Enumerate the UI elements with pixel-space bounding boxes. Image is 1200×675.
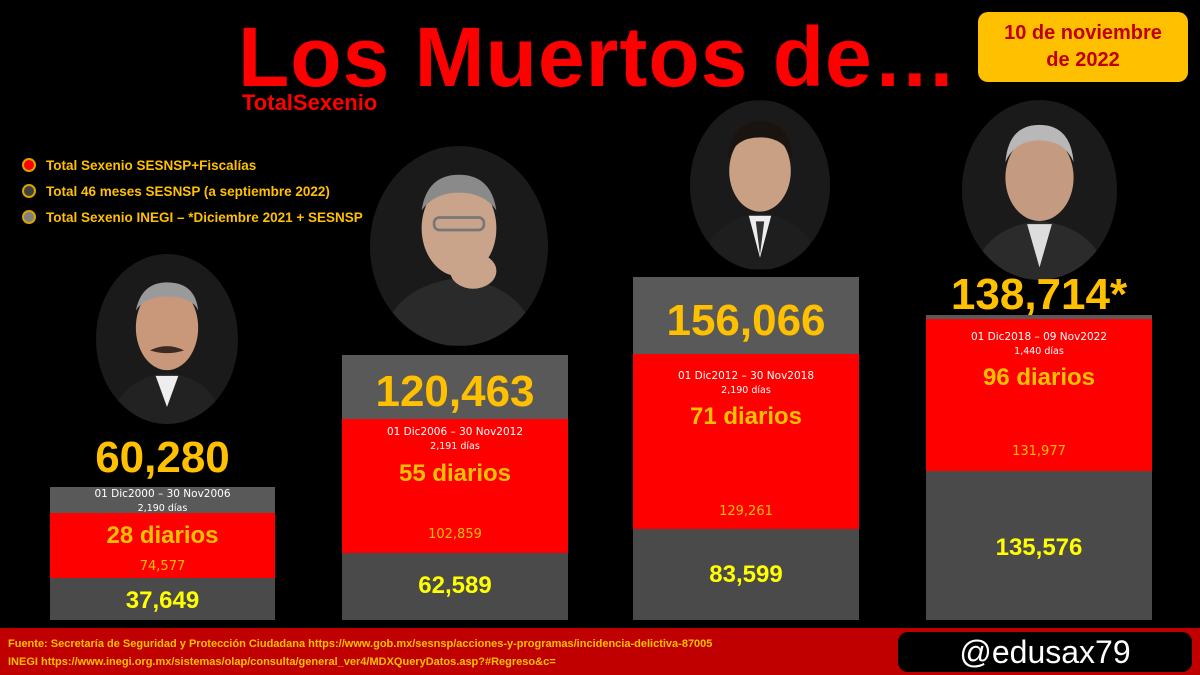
sesnsp-label-1: 74,577 [139,559,186,574]
total-label-3: 156,066 [666,296,826,345]
inegi-label-4: 135,576 [995,534,1083,561]
source-sesnsp: Fuente: Secretaría de Seguridad y Protec… [8,638,713,650]
portrait-pena-icon [690,100,830,270]
bar-4-sesnsp [926,319,1152,471]
sesnsp-label-3: 129,261 [719,504,773,519]
legend-label: Total Sexenio INEGI – *Diciembre 2021 + … [46,209,363,225]
days-label-3: 2,190 días [721,385,771,396]
inegi-label-2: 62,589 [418,572,492,599]
bar-2-total [342,355,568,419]
legend-label: Total Sexenio SESNSP+Fiscalías [46,157,257,173]
portrait-calderon-icon [370,146,548,346]
bar-2-sesnsp [342,419,568,553]
legend-dot-gray-icon [22,210,36,224]
legend-label: Total 46 meses SESNSP (a septiembre 2022… [46,183,330,199]
sesnsp-label-2: 102,859 [428,527,482,542]
legend-item-inegi: Total Sexenio INEGI – *Diciembre 2021 + … [22,204,363,230]
date-line-1: 10 de noviembre [1004,22,1162,44]
days-label-1: 2,190 días [137,503,188,514]
legend-item-46-meses: Total 46 meses SESNSP (a septiembre 2022… [22,178,363,204]
bar-3-total [633,277,859,354]
daily-label-4: 96 diarios [982,364,1096,391]
total-label-2: 120,463 [375,367,535,416]
days-label-4: 1,440 días [1014,346,1064,357]
period-label-1: 01 Dic2000 – 30 Nov2006 [94,488,231,500]
legend-dot-dark-icon [22,184,36,198]
period-label-2: 01 Dic2006 – 30 Nov2012 [386,426,524,438]
total-label-1: 60,280 [95,433,230,482]
legend: Total Sexenio SESNSP+Fiscalías Total 46 … [22,152,363,230]
inegi-label-3: 83,599 [709,561,783,588]
total-label-4: 138,714* [950,270,1128,319]
author-handle: @edusax79 [898,632,1192,672]
portrait-amlo-icon [962,100,1117,280]
bar-4-inegi [926,471,1152,620]
date-line-2: de 2022 [1046,49,1120,71]
period-label-3: 01 Dic2012 – 30 Nov2018 [677,370,815,382]
chart-title: Los Muertos de… [238,10,958,104]
legend-dot-red-icon [22,158,36,172]
bar-2-inegi [342,553,568,620]
bar-1-inegi [50,578,275,620]
daily-label-2: 55 diarios [398,460,512,487]
bar-1-total [50,487,275,513]
period-label-4: 01 Dic2018 – 09 Nov2022 [970,331,1108,343]
bar-3-inegi [633,529,859,620]
date-badge: 10 de noviembre de 2022 [978,12,1188,82]
bar-4-total [926,315,1152,319]
bar-1-sesnsp [50,513,275,578]
bar-3-sesnsp [633,354,859,529]
days-label-2: 2,191 días [430,441,480,452]
portrait-fox-icon [96,254,238,424]
sesnsp-label-4: 131,977 [1012,444,1066,459]
chart-subtitle: TotalSexenio [242,90,378,115]
source-inegi: INEGI https://www.inegi.org.mx/sistemas/… [8,656,556,668]
inegi-label-1: 37,649 [125,587,200,614]
legend-item-sesnsp-fiscalias: Total Sexenio SESNSP+Fiscalías [22,152,363,178]
daily-label-3: 71 diarios [689,403,803,430]
daily-label-1: 28 diarios [106,522,219,549]
